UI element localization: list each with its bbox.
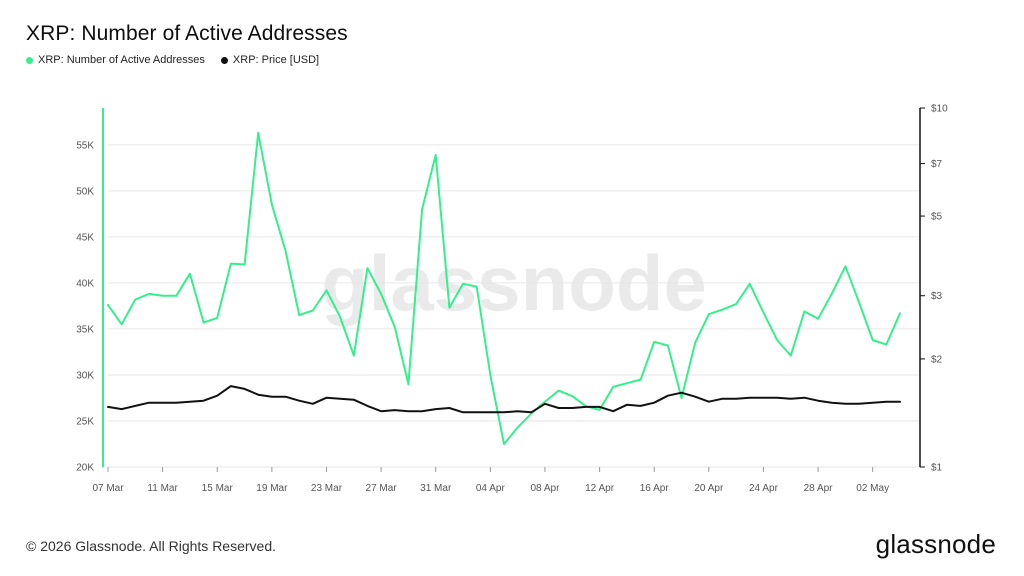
x-tick-label: 28 Apr [804, 483, 834, 494]
legend-dot-price [220, 56, 228, 64]
right-tick-label: $10 [931, 104, 948, 115]
x-tick-label: 04 Apr [476, 483, 506, 494]
legend-item-price[interactable]: XRP: Price [USD] [220, 54, 320, 66]
legend-label-active-addresses: XRP: Number of Active Addresses [38, 54, 205, 66]
right-tick-label: $2 [931, 354, 943, 365]
series-group [107, 131, 901, 445]
right-tick-label: $7 [931, 159, 943, 170]
left-axis: 20K 25K 30K 35K 40K 45K 50K 55K [76, 108, 104, 474]
glassnode-logo[interactable]: glassnode [875, 529, 996, 559]
x-axis: 07 Mar 11 Mar 15 Mar 19 Mar 23 Mar 27 Mar 31 M… [92, 467, 889, 494]
x-tick-label: 31 Mar [420, 483, 452, 494]
gridlines [108, 144, 920, 468]
left-tick-label: 25K [76, 416, 94, 427]
left-tick-label: 45K [76, 232, 94, 243]
x-tick-label: 12 Apr [585, 483, 615, 494]
copyright-text: © 2026 Glassnode. All Rights Reserved. [26, 538, 277, 554]
x-tick-label: 02 May [856, 483, 889, 494]
series-line-active-addresses[interactable] [107, 131, 901, 445]
left-tick-label: 55K [76, 140, 94, 151]
legend-dot-active-addresses [26, 56, 33, 64]
left-tick-label: 35K [76, 324, 94, 335]
chart-title: XRP: Number of Active Addresses [26, 22, 348, 45]
x-tick-label: 19 Mar [256, 483, 288, 494]
right-tick-label: $3 [931, 291, 943, 302]
right-axis: $1 $2 $3 $5 $7 $10 [919, 104, 948, 474]
left-tick-label: 40K [76, 278, 94, 289]
left-tick-label: 50K [76, 186, 94, 197]
legend-label-price: XRP: Price [USD] [232, 54, 320, 66]
series-line-price[interactable] [107, 385, 901, 414]
x-tick-label: 11 Mar [147, 483, 178, 494]
right-tick-label: $5 [931, 212, 943, 223]
x-tick-label: 23 Mar [311, 483, 343, 494]
left-tick-label: 30K [76, 370, 94, 381]
right-tick-label: $1 [931, 463, 943, 474]
legend: XRP: Number of Active Addresses XRP: Pri… [26, 54, 319, 66]
x-tick-label: 27 Mar [366, 483, 398, 494]
legend-item-active-addresses[interactable]: XRP: Number of Active Addresses [26, 54, 205, 66]
x-tick-label: 20 Apr [694, 483, 724, 494]
x-tick-label: 16 Apr [640, 483, 670, 494]
left-tick-label: 20K [76, 463, 94, 474]
x-tick-label: 08 Apr [531, 483, 561, 494]
x-tick-label: 15 Mar [202, 483, 234, 494]
x-tick-label: 24 Apr [749, 483, 779, 494]
x-tick-label: 07 Mar [92, 483, 124, 494]
